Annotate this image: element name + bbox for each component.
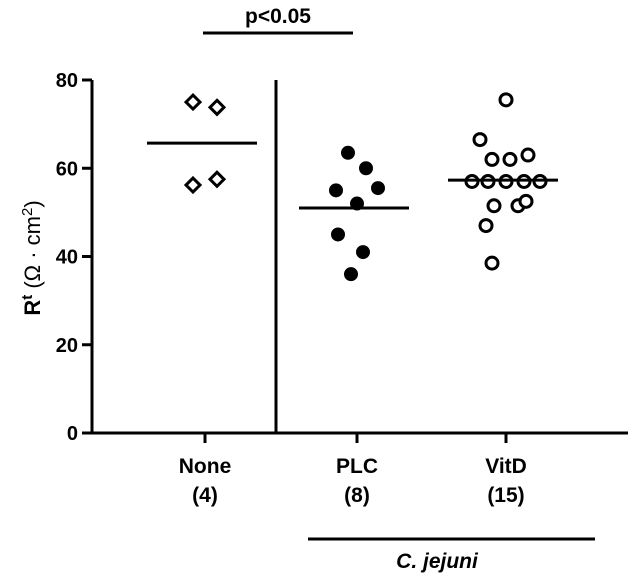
data-point-filled-circle (329, 183, 343, 198)
data-point-open-circle (484, 151, 500, 167)
y-axis-label: Rt (Ω · cm2) (19, 200, 46, 315)
data-point-open-circle (502, 151, 518, 167)
y-ticks: 0 20 40 60 80 (56, 70, 92, 445)
data-point-open-circle (484, 255, 500, 271)
group-bracket-label: C. jejuni (396, 550, 479, 573)
category-n-vitd: (15) (487, 484, 524, 507)
y-tick-label: 20 (56, 335, 78, 357)
data-point-open-circle (478, 218, 494, 234)
significance-label: p<0.05 (245, 5, 311, 28)
category-n-plc: (8) (344, 484, 370, 507)
y-tick-label: 40 (56, 247, 78, 269)
data-point-diamond (207, 170, 227, 189)
category-n-none: (4) (192, 484, 218, 507)
data-point-filled-circle (359, 161, 373, 176)
category-name-plc: PLC (336, 455, 378, 478)
category-name-none: None (179, 455, 232, 478)
y-tick-label: 60 (56, 158, 78, 180)
data-point-open-circle (486, 198, 502, 214)
category-labels: None (4) PLC (8) VitD (15) (179, 433, 527, 507)
data-point-filled-circle (344, 267, 358, 282)
y-tick-label: 0 (67, 423, 78, 445)
data-point-filled-circle (371, 181, 385, 196)
data-point-open-circle (520, 147, 536, 163)
data-point-diamond (183, 92, 203, 112)
y-axis-label-unit-close: ) (20, 200, 45, 207)
data-point-open-circle (472, 132, 488, 148)
y-axis-label-unit-open: (Ω · cm (20, 216, 45, 295)
data-point-filled-circle (341, 145, 355, 160)
data-point-open-circle (518, 193, 534, 209)
y-axis-label-unit-sup: 2 (19, 208, 36, 216)
data-point-open-circle (498, 92, 514, 108)
category-name-vitd: VitD (485, 455, 527, 478)
y-axis-label-sup: t (19, 295, 36, 300)
data-point-diamond (207, 98, 227, 117)
data-point-filled-circle (331, 227, 345, 242)
data-point-diamond (183, 175, 203, 195)
y-tick-label: 80 (56, 70, 78, 92)
y-axis-label-main: R (20, 300, 45, 316)
data-point-filled-circle (356, 245, 370, 260)
data-points (183, 92, 548, 282)
mean-lines (147, 141, 558, 210)
